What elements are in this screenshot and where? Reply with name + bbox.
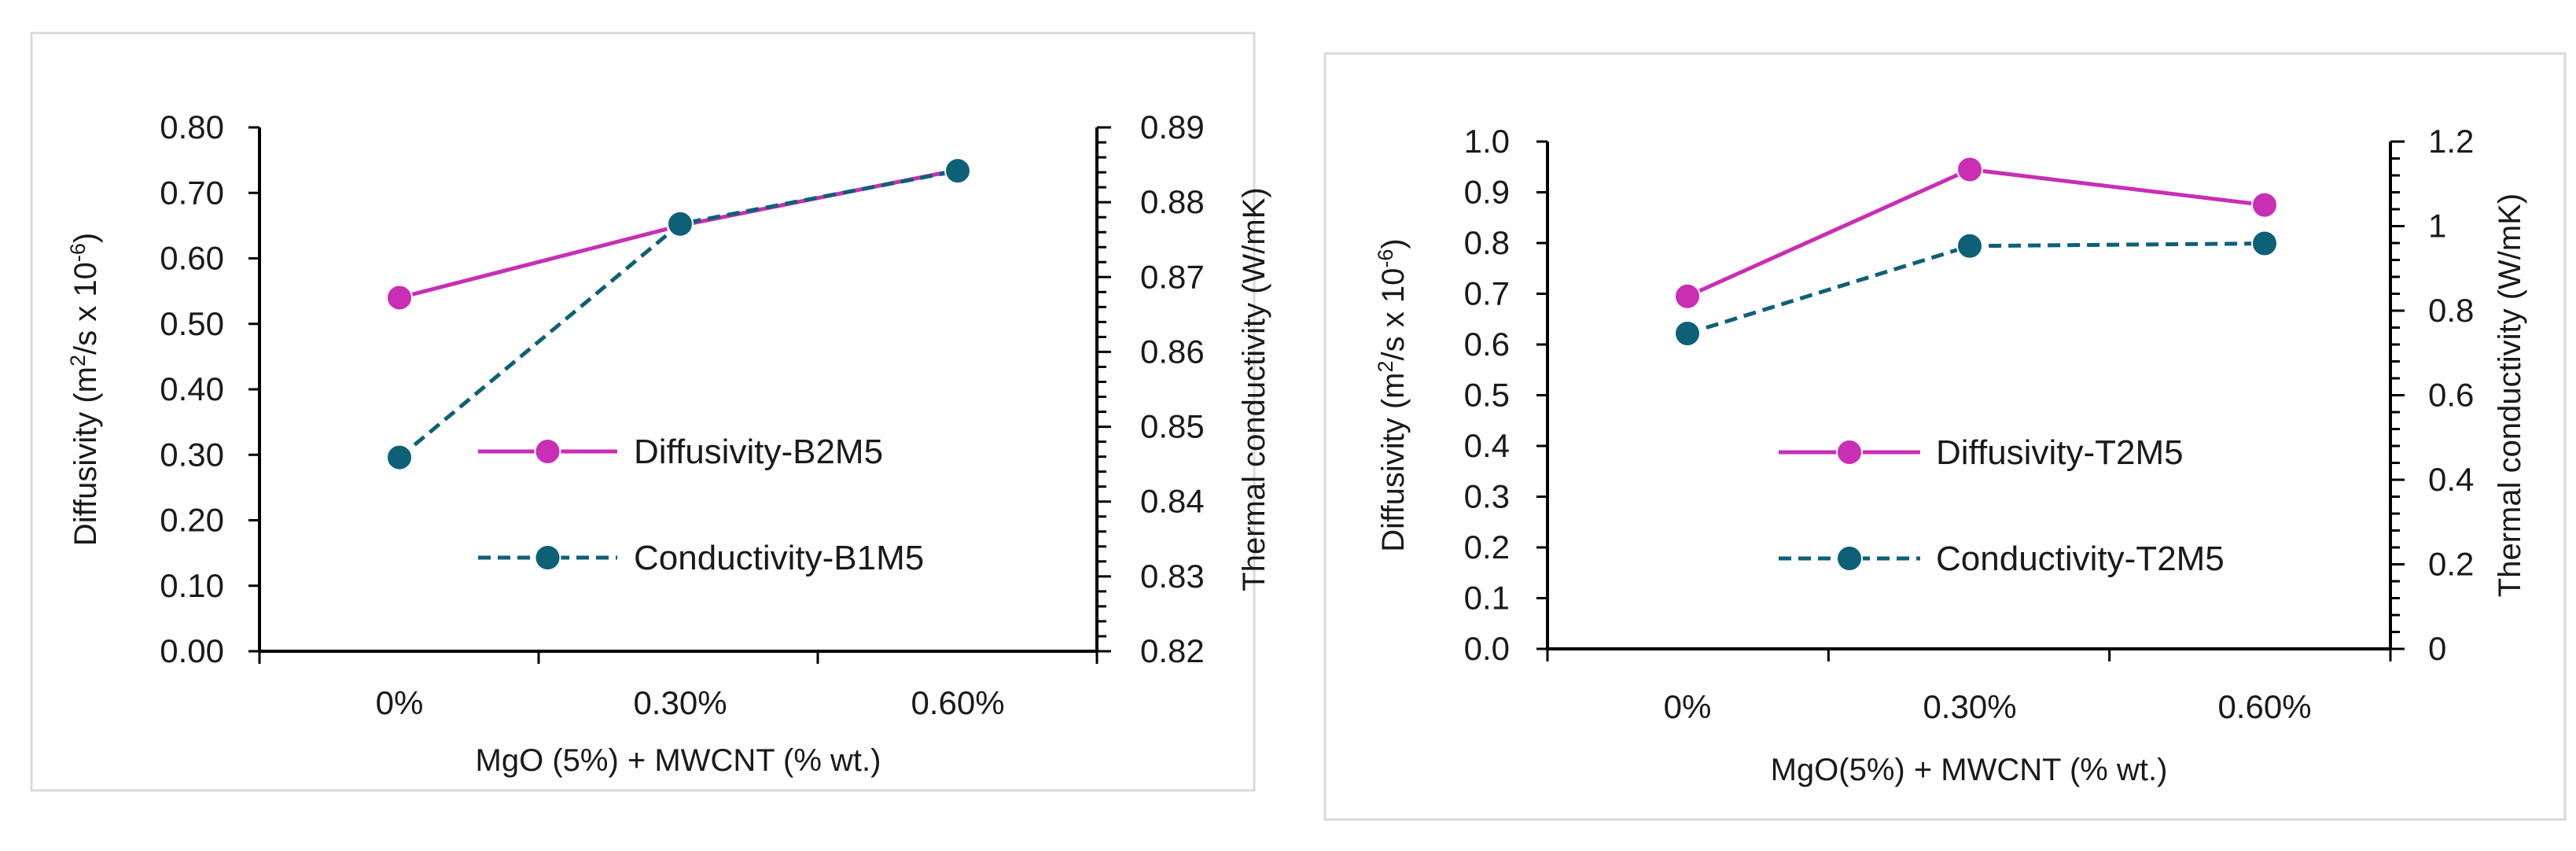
data-point [1674,320,1701,348]
legend-marker [534,544,561,571]
right-axis-title: Thermal conductivity (W/mK) [1237,187,1271,591]
data-point [2251,191,2278,219]
left-tick-label: 0.3 [1464,478,1510,515]
data-point [386,444,413,471]
data-point [667,210,694,238]
data-point [944,157,971,185]
right-tick-label: 0.6 [2428,377,2474,414]
legend-label: Conductivity-B1M5 [634,539,924,577]
x-category-label: 0.30% [633,684,727,721]
data-point [1956,156,1983,183]
axis-title-superscript: 2 [66,355,90,367]
axis-title-part: Diffusivity (m [68,367,103,546]
axis-title-part: Diffusivity (m [1376,373,1411,552]
data-point [1956,232,1983,260]
left-tick-label: 0.30 [160,436,224,473]
data-point [386,284,413,311]
left-tick-label: 0.0 [1464,630,1510,667]
right-tick-label: 0.88 [1140,183,1205,220]
left-tick-label: 0.6 [1464,326,1510,363]
left-axis-title: Diffusivity (m2/s x 10-6) [66,233,103,546]
left-tick-label: 0.8 [1464,224,1510,261]
left-tick-label: 0.7 [1464,275,1510,312]
left-tick-label: 0.80 [160,109,224,146]
left-tick-label: 0.5 [1464,377,1510,414]
left-tick-label: 0.60 [160,240,224,277]
chart-panel-right: 0.0 0.1 0.2 0.3 0.4 0.5 0.6 0.7 0.8 0.9 1.0 0 0.2 0.4… [1323,52,2567,821]
legend-label: Diffusivity-B2M5 [634,433,883,471]
x-category-label: 0% [1664,688,1712,725]
left-tick-label: 1.0 [1464,123,1510,160]
x-category-label: 0.30% [1923,688,2016,725]
legend-label: Diffusivity-T2M5 [1936,433,2184,472]
legend-marker [1836,439,1863,466]
axis-title-superscript: 2 [1374,360,1397,372]
x-category-label: 0.60% [911,684,1004,721]
right-axis-title: Thermal conductivity (W/mK) [2493,193,2527,597]
right-tick-label: 0 [2428,630,2446,667]
x-category-label: 0% [376,684,424,721]
right-tick-label: 0.84 [1140,483,1205,520]
right-tick-label: 0.4 [2428,461,2474,498]
legend-label: Conductivity-T2M5 [1936,540,2225,578]
left-axis-title: Diffusivity (m2/s x 10-6) [1374,238,1411,551]
left-tick-label: 0.2 [1464,529,1510,565]
right-tick-label: 0.87 [1140,258,1205,295]
left-tick-label: 0.1 [1464,580,1510,617]
data-point [2251,230,2278,257]
chart-panel-left: 0.00 0.10 0.20 0.30 0.40 0.50 0.60 0.70 0.80 0.82… [30,31,1271,792]
left-tick-label: 0.40 [160,370,224,407]
left-tick-label: 0.9 [1464,174,1510,211]
left-tick-label: 0.20 [160,502,224,539]
axis-title-part: ) [1376,238,1411,249]
right-tick-label: 0.8 [2428,292,2474,329]
left-tick-label: 0.00 [160,632,224,669]
right-tick-label: 0.82 [1140,632,1205,669]
axis-title-part: /s x 10 [1376,268,1411,361]
x-category-label: 0.60% [2217,688,2311,725]
right-tick-label: 1 [2428,208,2446,245]
x-axis-title: MgO (5%) + MWCNT (% wt.) [476,743,881,778]
left-tick-label: 0.10 [160,567,224,604]
left-tick-label: 0.70 [160,174,224,211]
data-point [1674,282,1701,310]
right-tick-label: 0.89 [1140,109,1205,146]
axis-title-part: /s x 10 [68,262,103,355]
right-tick-label: 0.2 [2428,546,2474,583]
right-tick-label: 1.2 [2428,123,2474,160]
axis-title-superscript: -6 [66,243,90,262]
axis-title-part: ) [68,233,103,243]
right-tick-label: 0.86 [1140,333,1205,370]
left-tick-label: 0.4 [1464,427,1510,464]
left-tick-label: 0.50 [160,305,224,342]
legend-marker [534,438,561,465]
x-axis-title: MgO(5%) + MWCNT (% wt.) [1771,753,2168,787]
axis-title-superscript: -6 [1374,249,1397,268]
chart-frame [30,31,1256,792]
legend-marker [1836,545,1863,572]
right-tick-label: 0.85 [1140,408,1205,445]
right-tick-label: 0.83 [1140,558,1205,595]
